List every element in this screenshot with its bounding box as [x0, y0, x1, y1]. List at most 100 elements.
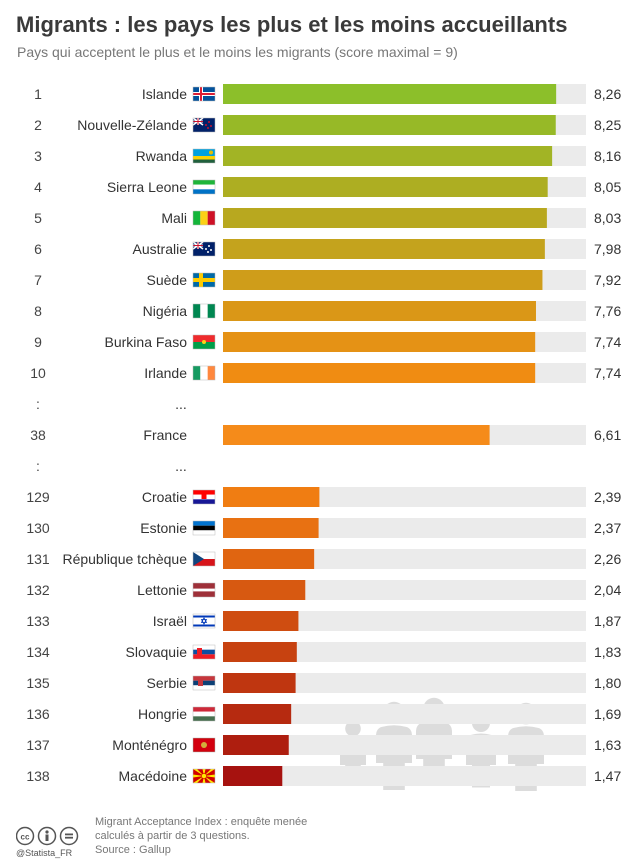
bar-row: 134 Slovaquie 1,83 — [26, 642, 621, 662]
cc-icon: cc — [15, 826, 35, 846]
bar — [223, 704, 292, 724]
bar — [223, 425, 490, 445]
rank-label: 38 — [30, 427, 46, 443]
bar-row: 4 Sierra Leone 8,05 — [34, 177, 621, 197]
country-label: Croatie — [142, 489, 187, 505]
rank-label: 8 — [34, 303, 42, 319]
svg-text:cc: cc — [21, 833, 30, 842]
value-label: 7,74 — [594, 365, 621, 381]
hungary-flag — [192, 706, 216, 722]
bar-track — [223, 642, 586, 662]
gap-marker: : — [36, 458, 40, 474]
rank-label: 133 — [26, 613, 50, 629]
footer-source: Source : Gallup — [95, 844, 171, 856]
rank-label: 9 — [34, 334, 42, 350]
value-label: 8,16 — [594, 148, 621, 164]
mali-flag — [192, 210, 216, 226]
value-label: 7,92 — [594, 272, 621, 288]
value-label: 2,39 — [594, 489, 621, 505]
bar — [223, 642, 297, 662]
rank-label: 1 — [34, 86, 42, 102]
value-label: 7,76 — [594, 303, 621, 319]
bar-row: 38 France 6,61 — [30, 425, 621, 445]
country-label: Estonie — [140, 520, 187, 536]
value-label: 2,37 — [594, 520, 621, 536]
footer-note-line2: calculés à partir de 3 questions. — [95, 830, 250, 842]
rank-label: 3 — [34, 148, 42, 164]
czech-flag — [192, 551, 216, 567]
bar — [223, 332, 536, 352]
chart-subtitle: Pays qui acceptent le plus et le moins l… — [17, 44, 458, 60]
value-label: 1,47 — [594, 768, 621, 784]
bar — [223, 301, 536, 321]
country-label: Islande — [142, 86, 187, 102]
australia-flag — [192, 241, 216, 257]
macedonia-flag — [192, 768, 216, 784]
bar-row: 2 Nouvelle-Zélande 8,25 — [34, 115, 621, 135]
gap-ellipsis: ... — [175, 458, 187, 474]
bar-track — [223, 704, 586, 724]
country-label: Sierra Leone — [107, 179, 187, 195]
bar — [223, 611, 299, 631]
value-label: 1,80 — [594, 675, 621, 691]
burkina-faso-flag — [192, 334, 216, 350]
license-icons: cc — [15, 826, 80, 851]
rank-label: 131 — [26, 551, 50, 567]
bar-row: 138 Macédoine 1,47 — [26, 766, 621, 786]
rank-label: 129 — [26, 489, 50, 505]
chart-footer: Migrant Acceptance Index : enquête menée… — [95, 815, 307, 857]
value-label: 8,03 — [594, 210, 621, 226]
bar — [223, 735, 289, 755]
country-label: Lettonie — [137, 582, 187, 598]
bar-track — [223, 673, 586, 693]
value-label: 8,05 — [594, 179, 621, 195]
bar-row: 129 Croatie 2,39 — [26, 487, 621, 507]
rank-label: 135 — [26, 675, 50, 691]
bar-row: 137 Monténégro 1,63 — [26, 735, 621, 755]
country-label: Israël — [153, 613, 187, 629]
rank-label: 4 — [34, 179, 42, 195]
bar — [223, 208, 547, 228]
new-zealand-flag — [192, 117, 216, 133]
bar-row: 6 Australie 7,98 — [34, 239, 621, 259]
country-label: Nouvelle-Zélande — [77, 117, 187, 133]
value-label: 8,26 — [594, 86, 621, 102]
bar-row: 133 Israël 1,87 — [26, 611, 621, 631]
rank-label: 134 — [26, 644, 50, 660]
bar-row: 135 Serbie 1,80 — [26, 673, 621, 693]
bar — [223, 580, 306, 600]
bar — [223, 146, 553, 166]
rank-label: 7 — [34, 272, 42, 288]
bar — [223, 549, 315, 569]
value-label: 1,63 — [594, 737, 621, 753]
bar-row: 3 Rwanda 8,16 — [34, 146, 621, 166]
country-label: Nigéria — [143, 303, 188, 319]
sweden-flag — [192, 272, 216, 288]
bar — [223, 518, 319, 538]
nigeria-flag — [192, 303, 216, 319]
bar — [223, 673, 296, 693]
footer-note-line1: Migrant Acceptance Index : enquête menée — [95, 816, 308, 828]
value-label: 1,83 — [594, 644, 621, 660]
latvia-flag — [192, 582, 216, 598]
country-label: Serbie — [147, 675, 188, 691]
rank-label: 6 — [34, 241, 42, 257]
value-label: 8,25 — [594, 117, 621, 133]
rank-label: 5 — [34, 210, 42, 226]
rank-label: 136 — [26, 706, 50, 722]
country-label: Suède — [147, 272, 188, 288]
country-label: Burkina Faso — [105, 334, 188, 350]
value-label: 6,61 — [594, 427, 621, 443]
bar — [223, 115, 556, 135]
country-label: Monténégro — [112, 737, 187, 753]
rank-label: 130 — [26, 520, 50, 536]
bar-track — [223, 611, 586, 631]
bar — [223, 363, 536, 383]
attribution-icon — [37, 826, 57, 846]
bar — [223, 177, 548, 197]
bar-track — [223, 735, 586, 755]
israel-flag — [192, 613, 216, 629]
bar — [223, 84, 557, 104]
value-label: 1,87 — [594, 613, 621, 629]
bar-row: 136 Hongrie 1,69 — [26, 704, 621, 724]
